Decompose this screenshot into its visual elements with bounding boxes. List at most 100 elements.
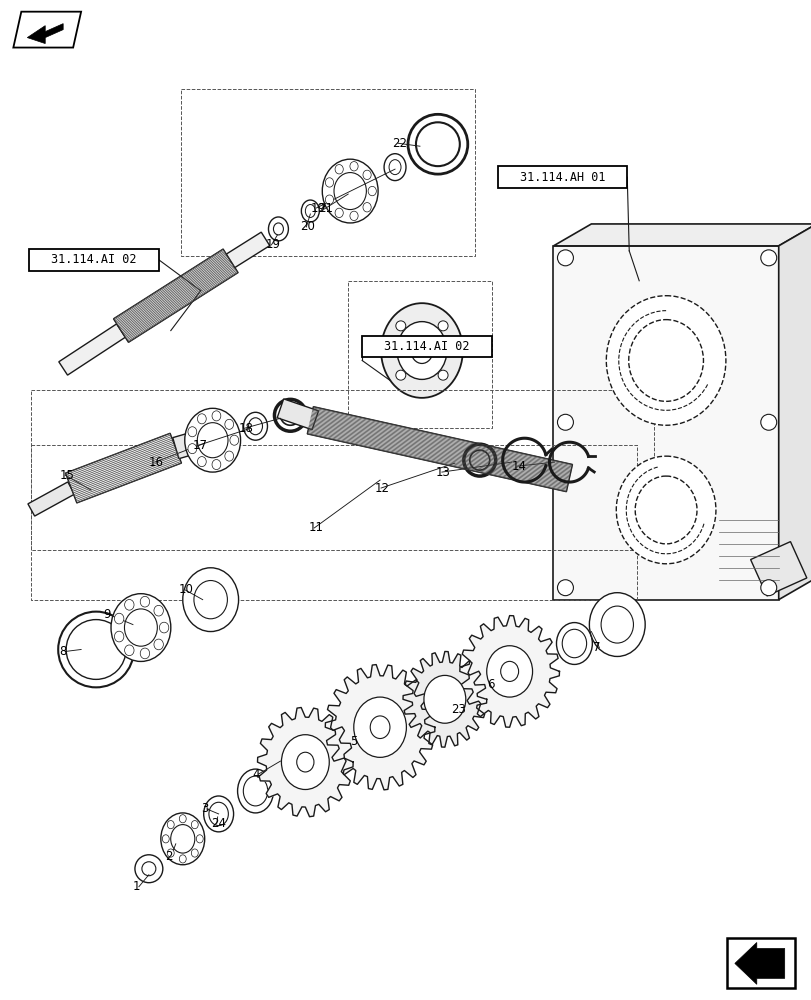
Ellipse shape	[161, 813, 204, 865]
Ellipse shape	[350, 211, 358, 221]
Circle shape	[395, 321, 406, 331]
Ellipse shape	[140, 648, 149, 659]
Text: 11: 11	[308, 521, 323, 534]
Polygon shape	[402, 651, 486, 747]
Ellipse shape	[179, 815, 186, 823]
Polygon shape	[553, 224, 811, 246]
Circle shape	[557, 580, 573, 596]
Text: 12: 12	[375, 482, 389, 495]
Ellipse shape	[111, 594, 170, 661]
Ellipse shape	[380, 303, 462, 398]
Polygon shape	[257, 707, 353, 817]
Ellipse shape	[191, 849, 198, 857]
Polygon shape	[734, 942, 783, 984]
Ellipse shape	[230, 435, 238, 445]
Ellipse shape	[616, 456, 715, 564]
Ellipse shape	[628, 320, 702, 401]
Polygon shape	[66, 433, 181, 503]
Circle shape	[407, 114, 467, 174]
Polygon shape	[226, 232, 269, 268]
Text: 6: 6	[486, 678, 494, 691]
Text: 31.114.AH 01: 31.114.AH 01	[519, 171, 604, 184]
Ellipse shape	[335, 208, 343, 218]
Text: 23: 23	[450, 703, 466, 716]
Text: 8: 8	[59, 645, 67, 658]
Ellipse shape	[194, 581, 227, 619]
Circle shape	[557, 250, 573, 266]
Ellipse shape	[154, 605, 163, 616]
Ellipse shape	[124, 599, 134, 610]
Text: 22: 22	[392, 137, 406, 150]
Ellipse shape	[363, 170, 371, 180]
Ellipse shape	[350, 162, 358, 171]
Ellipse shape	[335, 165, 343, 174]
Ellipse shape	[197, 457, 206, 467]
Polygon shape	[28, 24, 63, 44]
Ellipse shape	[196, 835, 203, 843]
Circle shape	[135, 855, 163, 883]
Ellipse shape	[634, 476, 696, 544]
Ellipse shape	[281, 735, 328, 790]
Text: 2: 2	[165, 850, 172, 863]
Circle shape	[415, 122, 459, 166]
Ellipse shape	[154, 639, 163, 650]
Bar	[497, 166, 626, 188]
Ellipse shape	[325, 178, 333, 187]
Bar	[726, 938, 794, 988]
Text: 9: 9	[103, 608, 110, 621]
Ellipse shape	[600, 606, 633, 643]
Ellipse shape	[248, 418, 262, 435]
Ellipse shape	[388, 160, 401, 175]
Ellipse shape	[114, 613, 124, 624]
Ellipse shape	[273, 223, 283, 235]
Polygon shape	[13, 12, 81, 48]
Polygon shape	[58, 324, 125, 375]
Ellipse shape	[170, 825, 195, 853]
Ellipse shape	[212, 411, 221, 421]
Text: 31.114.AI 02: 31.114.AI 02	[51, 253, 136, 266]
Ellipse shape	[397, 322, 446, 379]
Ellipse shape	[384, 154, 406, 181]
Text: 5: 5	[350, 735, 357, 748]
Ellipse shape	[187, 444, 196, 454]
Text: 10: 10	[178, 583, 193, 596]
Ellipse shape	[140, 596, 149, 607]
Ellipse shape	[124, 609, 157, 646]
Ellipse shape	[333, 173, 366, 210]
Text: 17: 17	[192, 439, 208, 452]
Text: 16: 16	[148, 456, 164, 469]
Text: 19: 19	[265, 238, 280, 251]
Polygon shape	[749, 542, 806, 596]
Ellipse shape	[296, 752, 314, 772]
Ellipse shape	[243, 776, 268, 806]
Polygon shape	[459, 616, 559, 727]
Ellipse shape	[354, 697, 406, 757]
Ellipse shape	[268, 217, 288, 241]
Ellipse shape	[589, 593, 645, 656]
Ellipse shape	[212, 460, 221, 470]
Ellipse shape	[556, 623, 592, 664]
Circle shape	[438, 321, 448, 331]
Ellipse shape	[561, 629, 586, 658]
Text: 18: 18	[238, 422, 253, 435]
Ellipse shape	[204, 796, 234, 832]
Ellipse shape	[167, 849, 174, 857]
Circle shape	[438, 370, 448, 380]
Ellipse shape	[185, 408, 240, 472]
Text: 14: 14	[511, 460, 526, 473]
Ellipse shape	[187, 427, 196, 437]
Text: 7: 7	[593, 641, 600, 654]
Ellipse shape	[305, 205, 315, 217]
Ellipse shape	[208, 802, 228, 826]
Polygon shape	[553, 246, 778, 600]
Ellipse shape	[423, 675, 466, 723]
Text: 15: 15	[59, 469, 74, 482]
Text: 4: 4	[252, 768, 260, 781]
Polygon shape	[325, 665, 435, 790]
Text: 24: 24	[210, 817, 225, 830]
Polygon shape	[173, 422, 234, 459]
Ellipse shape	[225, 419, 234, 429]
Ellipse shape	[179, 855, 186, 863]
Ellipse shape	[322, 159, 378, 223]
Polygon shape	[114, 249, 238, 342]
